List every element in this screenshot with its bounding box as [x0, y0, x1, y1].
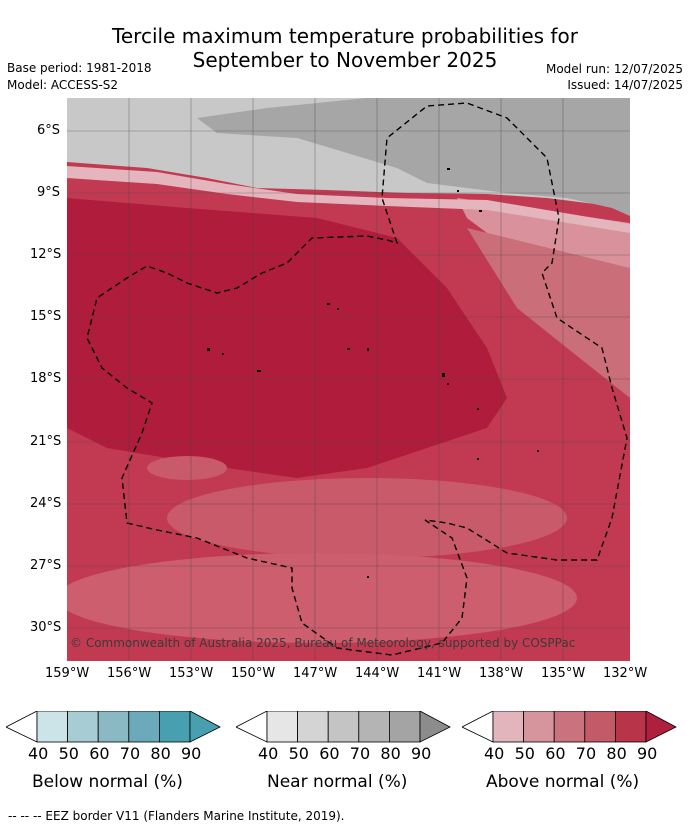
colorbar-tick-label: 70 — [575, 744, 597, 763]
model-run: Model run: 12/07/2025 — [545, 62, 683, 76]
colorbar-segment — [266, 711, 299, 743]
lon-label: 153°W — [169, 666, 214, 681]
colorbar-tick-label: 40 — [28, 744, 49, 763]
colorbar-tick-label: 80 — [606, 744, 627, 763]
colorbar-tick-label: 80 — [380, 744, 401, 763]
copyright-notice: © Commonwealth of Australia 2025, Bureau… — [70, 636, 576, 650]
lat-label: 12°S — [30, 247, 62, 262]
model-name: Model: ACCESS-S2 — [7, 78, 119, 92]
above-normal-mid-ne — [467, 228, 630, 398]
lon-label: 150°W — [231, 666, 276, 681]
lon-label: 138°W — [479, 666, 524, 681]
colorbar-segment — [36, 711, 69, 743]
colorbar-segment — [297, 711, 329, 743]
issued-date: Issued: 14/07/2025 — [567, 78, 683, 92]
probability-map — [67, 98, 630, 661]
lat-label: 6°S — [37, 123, 61, 138]
lat-label: 21°S — [30, 434, 62, 449]
colorbar-tick-label: 90 — [637, 744, 658, 763]
colorbar-title-above: Above normal (%) — [486, 772, 640, 792]
near-normal-dark-band — [197, 98, 630, 216]
lat-label: 15°S — [30, 309, 62, 324]
colorbar-segment — [388, 711, 421, 743]
lat-label: 30°S — [30, 620, 62, 635]
colorbar-tick-label: 70 — [349, 744, 371, 763]
lat-label: 24°S — [30, 496, 62, 511]
colorbar-title-near: Near normal (%) — [267, 772, 408, 792]
colorbar-end — [189, 711, 221, 743]
graticule — [67, 98, 630, 661]
above-normal-dark-core — [67, 198, 507, 478]
lat-label: 27°S — [30, 558, 62, 573]
lon-label: 141°W — [417, 666, 462, 681]
lon-label: 132°W — [603, 666, 648, 681]
colorbar-segment — [523, 711, 555, 743]
eez-border — [86, 102, 628, 656]
colorbar-near-normal — [236, 711, 451, 743]
colorbar-segment — [492, 711, 525, 743]
lon-label: 147°W — [293, 666, 338, 681]
colorbar-end — [419, 711, 451, 743]
map-title-line1: Tercile maximum temperature probabilitie… — [112, 24, 578, 48]
lon-label: 159°W — [45, 666, 90, 681]
colorbar-tick-label: 50 — [514, 744, 535, 763]
lat-label: 18°S — [30, 371, 62, 386]
colorbar-tick-label: 70 — [119, 744, 141, 763]
base-period: Base period: 1981-2018 — [7, 61, 152, 75]
lat-label: 9°S — [37, 185, 61, 200]
colorbar-tick-label: 50 — [58, 744, 79, 763]
above-normal-light-patch-2 — [67, 553, 577, 643]
colorbar-segment — [67, 711, 99, 743]
above-normal-light-patch-3 — [147, 456, 227, 480]
lon-label: 156°W — [107, 666, 152, 681]
colorbar-segment — [327, 711, 360, 743]
colorbar-end — [645, 711, 677, 743]
colorbar-segment — [158, 711, 191, 743]
colorbar-tick-label: 40 — [258, 744, 279, 763]
colorbar-tick-label: 90 — [181, 744, 202, 763]
colorbar-segment — [358, 711, 390, 743]
colorbar-tick-label: 40 — [484, 744, 505, 763]
colorbar-tick-label: 80 — [150, 744, 171, 763]
colorbar-segment — [97, 711, 130, 743]
lon-label: 144°W — [355, 666, 400, 681]
colorbar-segment — [128, 711, 160, 743]
colorbar-tick-label: 90 — [411, 744, 432, 763]
colorbar-below-normal — [6, 711, 221, 743]
colorbar-tick-label: 60 — [89, 744, 110, 763]
eez-legend: -- -- -- EEZ border V11 (Flanders Marine… — [8, 809, 345, 823]
colorbar-segment — [614, 711, 647, 743]
colorbar-segment — [553, 711, 586, 743]
colorbar-tick-label: 50 — [288, 744, 309, 763]
above-normal-light-patch-1 — [167, 478, 567, 558]
islands — [207, 168, 539, 578]
colorbar-title-below: Below normal (%) — [32, 772, 183, 792]
colorbar-above-normal — [462, 711, 677, 743]
map-title-line2: September to November 2025 — [192, 48, 498, 72]
colorbar-tick-label: 60 — [319, 744, 340, 763]
colorbar-tick-label: 60 — [545, 744, 566, 763]
colorbar-segment — [584, 711, 616, 743]
transition-stripe — [67, 166, 630, 233]
lon-label: 135°W — [541, 666, 586, 681]
